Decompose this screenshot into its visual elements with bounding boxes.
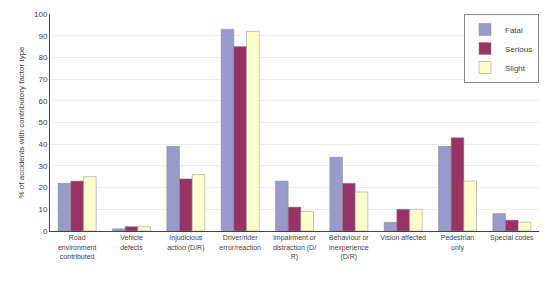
- svg-text:70: 70: [38, 75, 47, 84]
- svg-text:Injudiciousaction (D/R): Injudiciousaction (D/R): [167, 234, 204, 251]
- svg-text:% of accidents with contributo: % of accidents with contributory factor …: [17, 46, 26, 199]
- svg-text:60: 60: [38, 97, 47, 106]
- svg-text:100: 100: [34, 10, 48, 19]
- svg-text:Vehicledefects: Vehicledefects: [120, 234, 143, 250]
- svg-text:40: 40: [38, 140, 47, 149]
- svg-text:Driver/ridererror/reaction: Driver/ridererror/reaction: [219, 234, 261, 250]
- svg-text:Slight: Slight: [505, 64, 526, 73]
- svg-text:Pedestrianonly: Pedestrianonly: [441, 234, 475, 251]
- svg-text:20: 20: [38, 183, 47, 192]
- svg-text:Behaviour orinexperience(D/R): Behaviour orinexperience(D/R): [329, 234, 369, 260]
- svg-text:90: 90: [38, 32, 47, 41]
- svg-text:Impairment ordistraction (D/R): Impairment ordistraction (D/R): [273, 234, 317, 260]
- svg-text:30: 30: [38, 162, 47, 171]
- svg-text:80: 80: [38, 53, 47, 62]
- svg-text:Serious: Serious: [505, 45, 532, 54]
- svg-text:0: 0: [43, 227, 48, 236]
- svg-text:10: 10: [38, 205, 47, 214]
- svg-text:50: 50: [38, 118, 47, 127]
- svg-text:Fatal: Fatal: [505, 26, 523, 35]
- svg-text:Special codes: Special codes: [490, 234, 534, 242]
- svg-text:Vision affected: Vision affected: [380, 234, 426, 241]
- svg-text:Roadenvironmentcontributed: Roadenvironmentcontributed: [58, 234, 97, 259]
